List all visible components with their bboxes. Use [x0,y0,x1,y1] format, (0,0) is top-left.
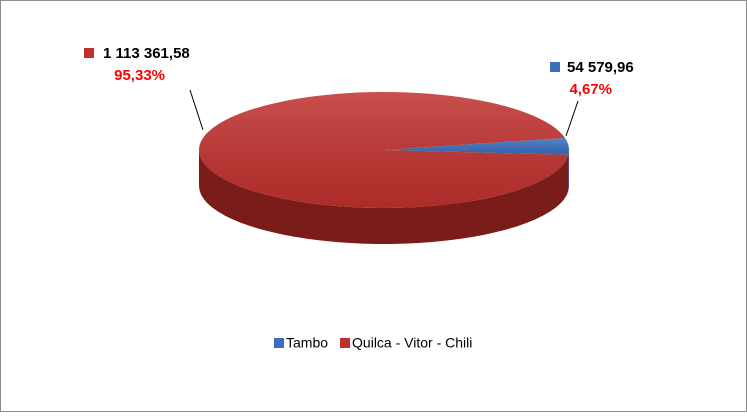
pie-slice-shade [384,137,569,155]
label-marker [550,62,560,72]
legend-label: Tambo [286,335,328,351]
pie-side [568,150,569,191]
label-marker [84,48,94,58]
percentage-label: 4,67% [569,81,612,98]
pie-side [199,150,569,244]
value-label: 54 579,96 [567,59,634,76]
legend-swatch [340,338,351,348]
pie-slice-shade [199,91,569,208]
leader-line [565,100,579,137]
value-label: 1 113 361,58 [103,45,190,62]
leader-line [189,89,204,131]
percentage-label: 95,33% [114,67,165,84]
legend-swatch [274,338,284,348]
legend-label: Quilca - Vitor - Chili [352,335,472,351]
